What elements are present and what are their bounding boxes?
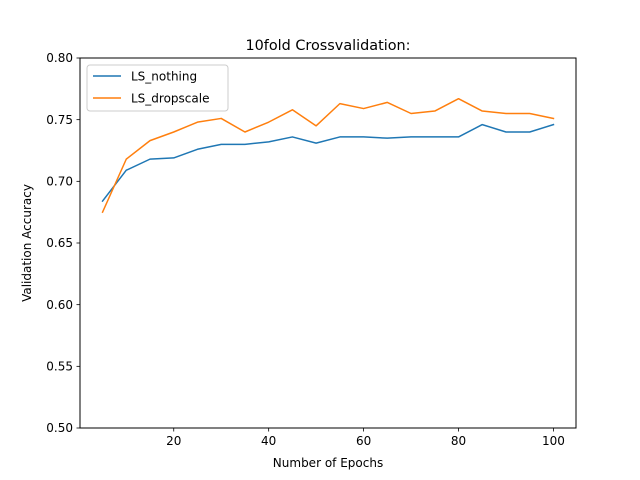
plot-frame — [79, 57, 577, 429]
y-tick-label-0.75: 0.75 — [46, 113, 73, 127]
x-tick-label-80: 80 — [451, 434, 466, 448]
legend-box — [86, 64, 229, 112]
y-tick-label-0.55: 0.55 — [46, 360, 73, 374]
plot-area — [80, 58, 576, 428]
y-tick-label-0.65: 0.65 — [46, 236, 73, 250]
x-tick-label-40: 40 — [261, 434, 276, 448]
x-axis-ticks: 20 40 60 80 100 — [166, 428, 565, 448]
legend-label-ls-dropscale: LS_dropscale — [131, 92, 209, 106]
y-tick-label-0.50: 0.50 — [46, 421, 73, 435]
y-tick-label-0.60: 0.60 — [46, 298, 73, 312]
y-tick-label-0.70: 0.70 — [46, 175, 73, 189]
x-axis-label: Number of Epochs — [273, 456, 383, 470]
y-axis-ticks: 0.50 0.55 0.60 0.65 0.70 0.75 0.80 — [46, 51, 80, 435]
x-tick-label-100: 100 — [542, 434, 565, 448]
series-line-ls-dropscale — [101, 97, 555, 214]
legend-label-ls-nothing: LS_nothing — [131, 70, 197, 84]
x-tick-label-60: 60 — [356, 434, 371, 448]
chart-title: 10fold Crossvalidation: — [245, 38, 410, 54]
series-line-ls-nothing — [101, 123, 555, 203]
x-tick-label-20: 20 — [166, 434, 181, 448]
y-axis-label: Validation Accuracy — [20, 184, 34, 302]
y-tick-label-0.80: 0.80 — [46, 51, 73, 65]
series-layer — [101, 97, 555, 214]
legend: LS_nothing LS_dropscale — [86, 64, 229, 112]
